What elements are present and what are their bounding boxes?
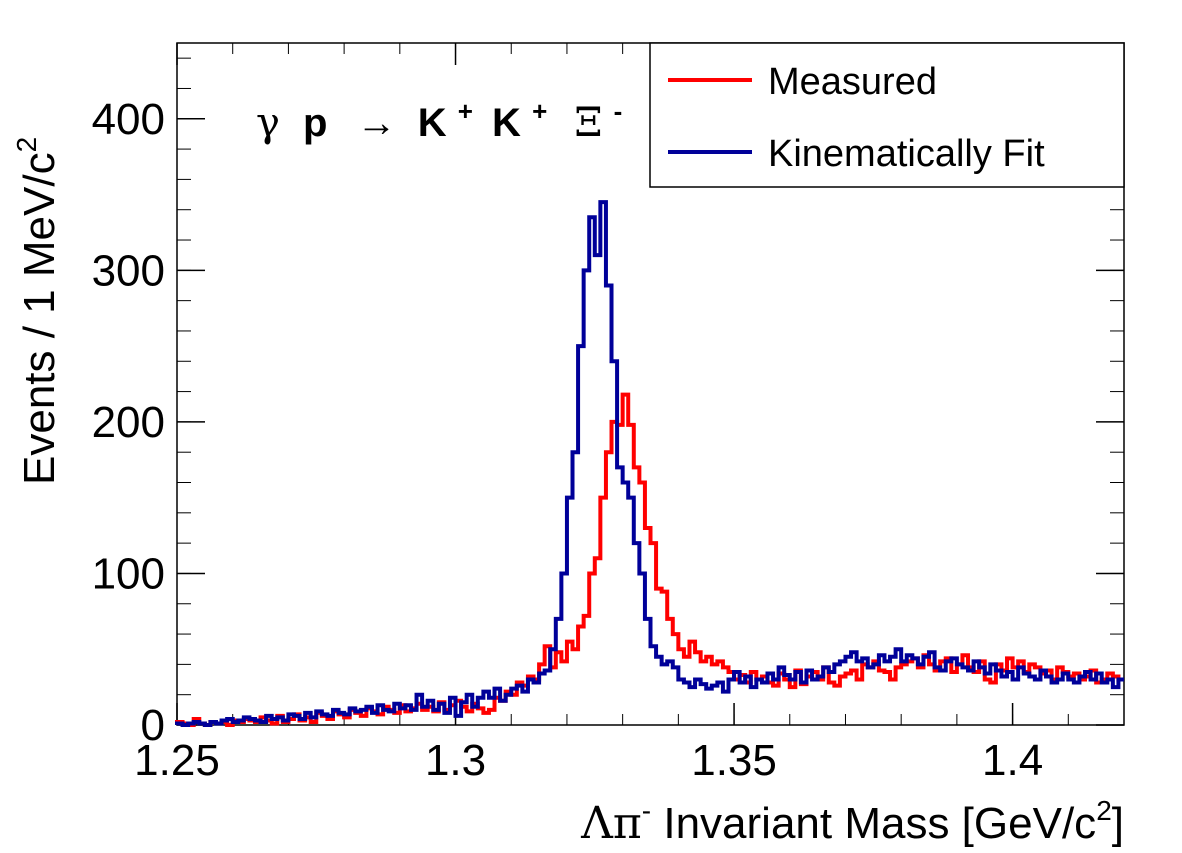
x-axis-lambda-pi: Λπ bbox=[580, 798, 642, 849]
legend: Measured Kinematically Fit bbox=[649, 42, 1125, 188]
proton-symbol: p bbox=[303, 101, 327, 145]
axis-ticks: 1.25 1.3 1.35 1.4 0 100 200 300 400 bbox=[92, 43, 1125, 785]
legend-label-measured: Measured bbox=[768, 61, 937, 103]
legend-box bbox=[649, 42, 1125, 188]
x-axis-squared: 2 bbox=[1096, 795, 1112, 826]
y-tick-label: 200 bbox=[92, 398, 165, 447]
x-tick-label: 1.35 bbox=[691, 736, 777, 785]
y-axis-title: Events / 1 MeV/c2 bbox=[11, 137, 64, 485]
y-tick-label: 100 bbox=[92, 549, 165, 598]
kaon2-charge: + bbox=[532, 96, 547, 126]
x-axis-pi-charge: - bbox=[642, 795, 651, 826]
series-measured-histogram bbox=[175, 392, 1124, 727]
kaon1-charge: + bbox=[458, 96, 473, 126]
xi-symbol: Ξ bbox=[574, 100, 602, 146]
gamma-symbol: γ bbox=[256, 100, 280, 146]
kaon2-symbol: K bbox=[492, 101, 521, 145]
x-axis-text: Invariant Mass [GeV/c bbox=[651, 799, 1096, 848]
series-kinematic-fit-histogram bbox=[175, 200, 1124, 727]
reaction-annotation: γ p → K + K + Ξ - bbox=[256, 85, 622, 146]
x-axis-close: ] bbox=[1112, 799, 1124, 848]
xi-charge: - bbox=[614, 96, 623, 126]
arrow-symbol: → bbox=[357, 101, 397, 145]
kaon1-symbol: K bbox=[418, 101, 447, 145]
y-axis-squared: 2 bbox=[11, 137, 42, 153]
x-tick-label: 1.25 bbox=[134, 736, 220, 785]
x-tick-label: 1.3 bbox=[425, 736, 486, 785]
x-tick-label: 1.4 bbox=[982, 736, 1043, 785]
y-axis-text: Events / 1 MeV/c bbox=[15, 152, 64, 485]
y-tick-label: 300 bbox=[92, 246, 165, 295]
y-tick-label: 0 bbox=[141, 701, 165, 750]
legend-label-kinfit: Kinematically Fit bbox=[768, 133, 1045, 175]
x-axis-title: Λπ- Invariant Mass [GeV/c2] bbox=[580, 795, 1124, 849]
series-layer bbox=[175, 200, 1124, 727]
y-tick-label: 400 bbox=[92, 95, 165, 144]
